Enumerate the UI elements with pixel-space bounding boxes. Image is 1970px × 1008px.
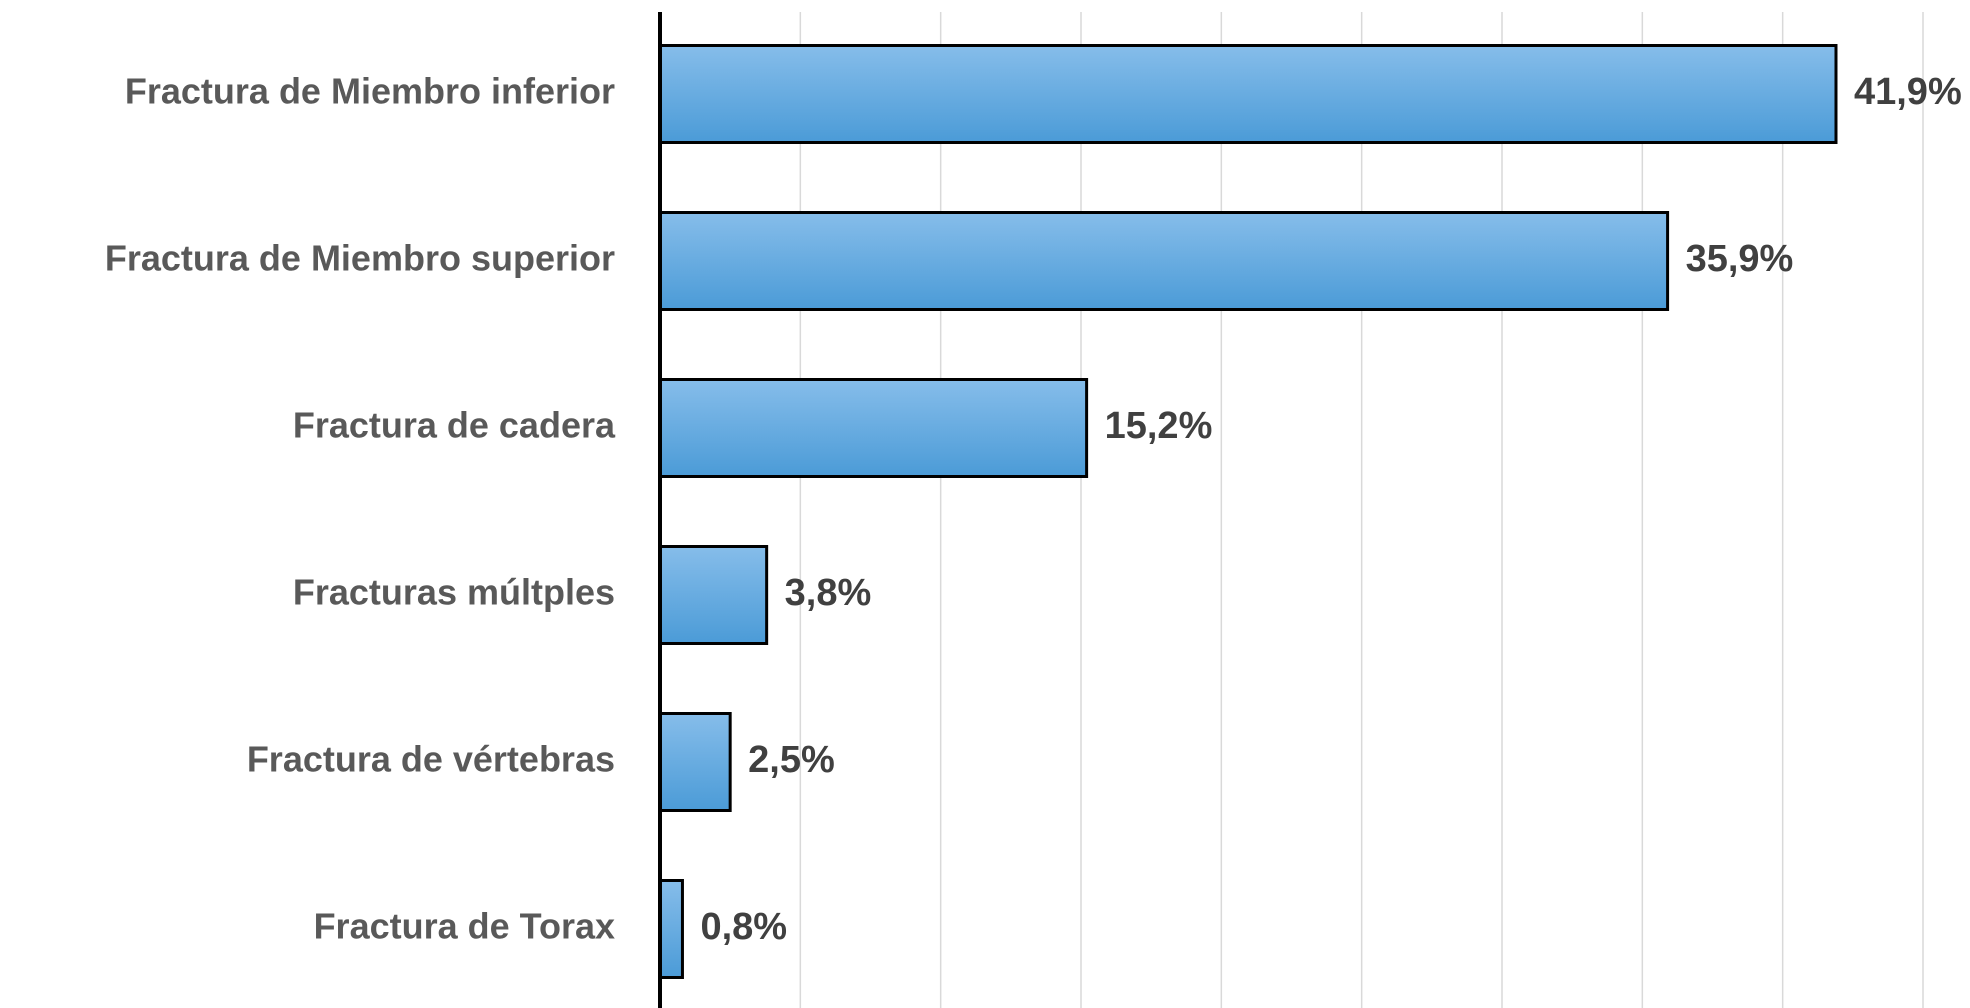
bar bbox=[658, 378, 1089, 478]
category-label: Fractura de Miembro superior bbox=[105, 238, 615, 279]
bar bbox=[658, 879, 684, 979]
data-label: 3,8% bbox=[785, 572, 872, 614]
data-label: 15,2% bbox=[1105, 405, 1213, 447]
bar bbox=[658, 211, 1670, 311]
category-label: Fractura de Miembro inferior bbox=[125, 71, 615, 112]
data-label: 0,8% bbox=[700, 906, 787, 948]
data-label: 41,9% bbox=[1854, 71, 1962, 113]
category-label: Fracturas múltples bbox=[293, 572, 615, 613]
bar bbox=[658, 44, 1838, 144]
category-label: Fractura de cadera bbox=[293, 405, 616, 446]
category-label: Fractura de vértebras bbox=[247, 739, 615, 780]
data-label: 2,5% bbox=[748, 739, 835, 781]
bar bbox=[658, 712, 732, 812]
category-label: Fractura de Torax bbox=[314, 906, 615, 947]
data-label: 35,9% bbox=[1686, 238, 1794, 280]
bar bbox=[658, 545, 769, 645]
